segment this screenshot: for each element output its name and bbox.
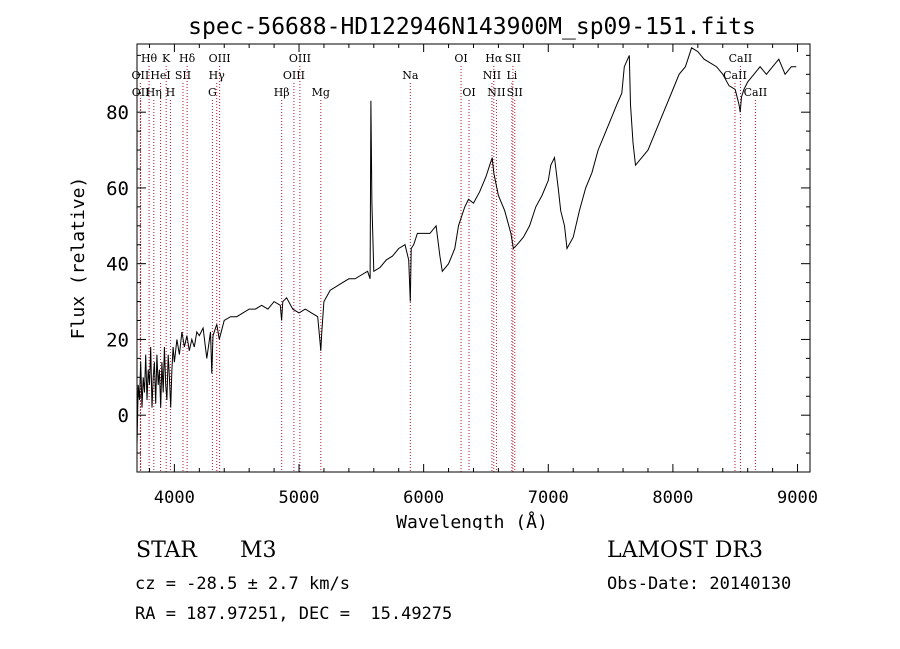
chart-title: spec-56688-HD122946N143900M_sp09-151.fit… <box>188 14 756 40</box>
x-tick-label: 8000 <box>652 488 693 508</box>
line-label: H <box>166 86 176 99</box>
line-label-group: Hθ OII OII K HeI Hη Hδ SII H OIII Hγ G OIII OIII Hβ Mg N… <box>132 52 768 99</box>
y-tick-label: 40 <box>106 254 129 276</box>
spectrum-chart: spec-56688-HD122946N143900M_sp09-151.fit… <box>68 14 818 530</box>
line-label: OIII <box>209 52 231 65</box>
line-label: CaII <box>723 69 747 82</box>
line-label: Li <box>506 69 517 82</box>
line-label: CaII <box>729 52 753 65</box>
y-axis-ticks: 0 20 40 60 80 <box>106 54 810 454</box>
object-subclass: M3 <box>240 538 277 563</box>
x-tick-label: 7000 <box>528 488 569 508</box>
line-label: CaII <box>744 86 768 99</box>
x-tick-label: 6000 <box>403 488 444 508</box>
redshift-text: cz = -28.5 ± 2.7 km/s <box>135 574 350 594</box>
spectrum-line <box>136 47 797 446</box>
x-tick-label: 4000 <box>154 488 195 508</box>
line-label: Mg <box>312 86 330 99</box>
line-label: Hθ <box>141 52 158 65</box>
y-tick-label: 60 <box>106 178 129 200</box>
obs-date: Obs-Date: 20140130 <box>607 574 792 594</box>
line-label: OII <box>132 86 150 99</box>
x-axis-ticks: 4000 5000 6000 7000 8000 9000 <box>148 44 818 508</box>
line-label: OIII <box>283 69 305 82</box>
line-label: Hδ <box>179 52 196 65</box>
line-label: HeI <box>150 69 170 82</box>
line-label: Hγ <box>209 69 226 82</box>
line-label: OII <box>132 69 150 82</box>
y-axis-label: Flux (relative) <box>68 177 89 340</box>
line-label: Na <box>402 69 419 82</box>
line-label: SII <box>507 86 523 99</box>
line-label: SII <box>175 69 191 82</box>
plot-frame <box>136 43 811 473</box>
line-label: OIII <box>289 52 311 65</box>
line-label: NII <box>483 69 501 82</box>
object-class: STAR <box>136 538 197 563</box>
line-label: NII <box>487 86 505 99</box>
x-axis-label: Wavelength (Å) <box>396 511 548 530</box>
line-label: Hη <box>146 86 162 99</box>
survey-name: LAMOST DR3 <box>607 538 763 563</box>
line-label: SII <box>505 52 521 65</box>
y-tick-label: 80 <box>106 102 129 124</box>
line-label: OI <box>462 86 475 99</box>
y-tick-label: 20 <box>106 329 129 351</box>
x-tick-label: 9000 <box>777 488 818 508</box>
y-tick-label: 0 <box>118 405 129 427</box>
line-label: OI <box>454 52 467 65</box>
line-label: K <box>162 52 171 65</box>
x-tick-label: 5000 <box>279 488 320 508</box>
line-label: Hα <box>485 52 503 65</box>
line-label: Hβ <box>274 86 290 99</box>
line-marker-group <box>139 66 756 472</box>
coordinates: RA = 187.97251, DEC = 15.49275 <box>135 604 453 624</box>
line-label: G <box>208 86 217 99</box>
